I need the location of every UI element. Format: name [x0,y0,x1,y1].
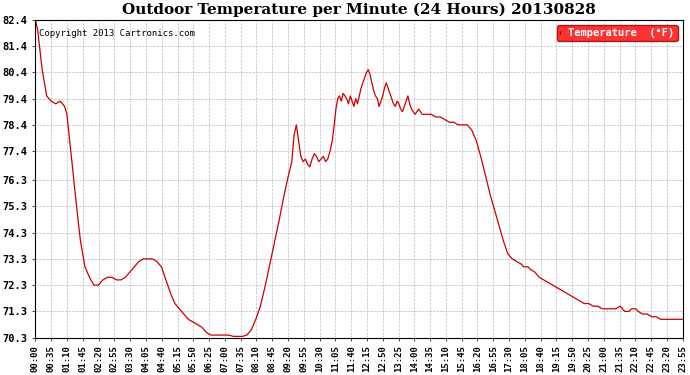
Text: Copyright 2013 Cartronics.com: Copyright 2013 Cartronics.com [39,29,195,38]
Title: Outdoor Temperature per Minute (24 Hours) 20130828: Outdoor Temperature per Minute (24 Hours… [122,3,596,17]
Legend: Temperature  (°F): Temperature (°F) [557,25,678,41]
